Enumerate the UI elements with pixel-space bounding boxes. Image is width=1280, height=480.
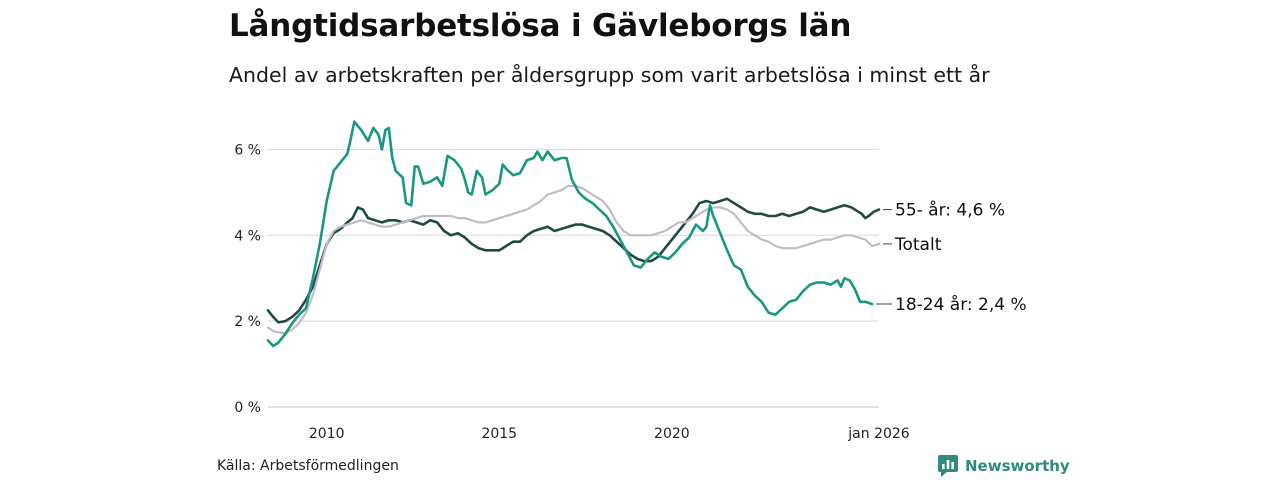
series-end-label: Totalt: [894, 235, 942, 255]
x-tick-label: 2015: [481, 426, 517, 442]
y-tick-label: 4 %: [234, 228, 261, 244]
series-layer: [266, 120, 881, 348]
y-tick-label: 2 %: [234, 314, 261, 330]
y-tick-label: 6 %: [234, 142, 261, 158]
brand-logo: Newsworthy: [938, 455, 1070, 477]
y-tick-label: 0 %: [234, 400, 261, 416]
series-end-label: 55- år: 4,6 %: [895, 200, 1005, 221]
series-end-label: 18-24 år: 2,4 %: [895, 294, 1027, 315]
series-line-young: [266, 120, 874, 348]
chart-title: Långtidsarbetslösa i Gävleborgs län: [229, 8, 852, 44]
x-tick-label: 2020: [654, 426, 690, 442]
brand-name: Newsworthy: [965, 457, 1070, 475]
label-layer: 0 % 2 % 4 % 6 % 2010 2015 2020 jan 2026 55- år: …: [234, 142, 1026, 442]
x-tick-label: jan 2026: [847, 426, 910, 442]
series-line-old: [266, 197, 881, 324]
grid-layer: [268, 148, 879, 408]
source-note: Källa: Arbetsförmedlingen: [217, 458, 399, 474]
chart-subtitle: Andel av arbetskraften per åldersgrupp s…: [229, 63, 990, 87]
newsworthy-logo-icon: [938, 455, 958, 477]
x-tick-label: 2010: [309, 426, 345, 442]
